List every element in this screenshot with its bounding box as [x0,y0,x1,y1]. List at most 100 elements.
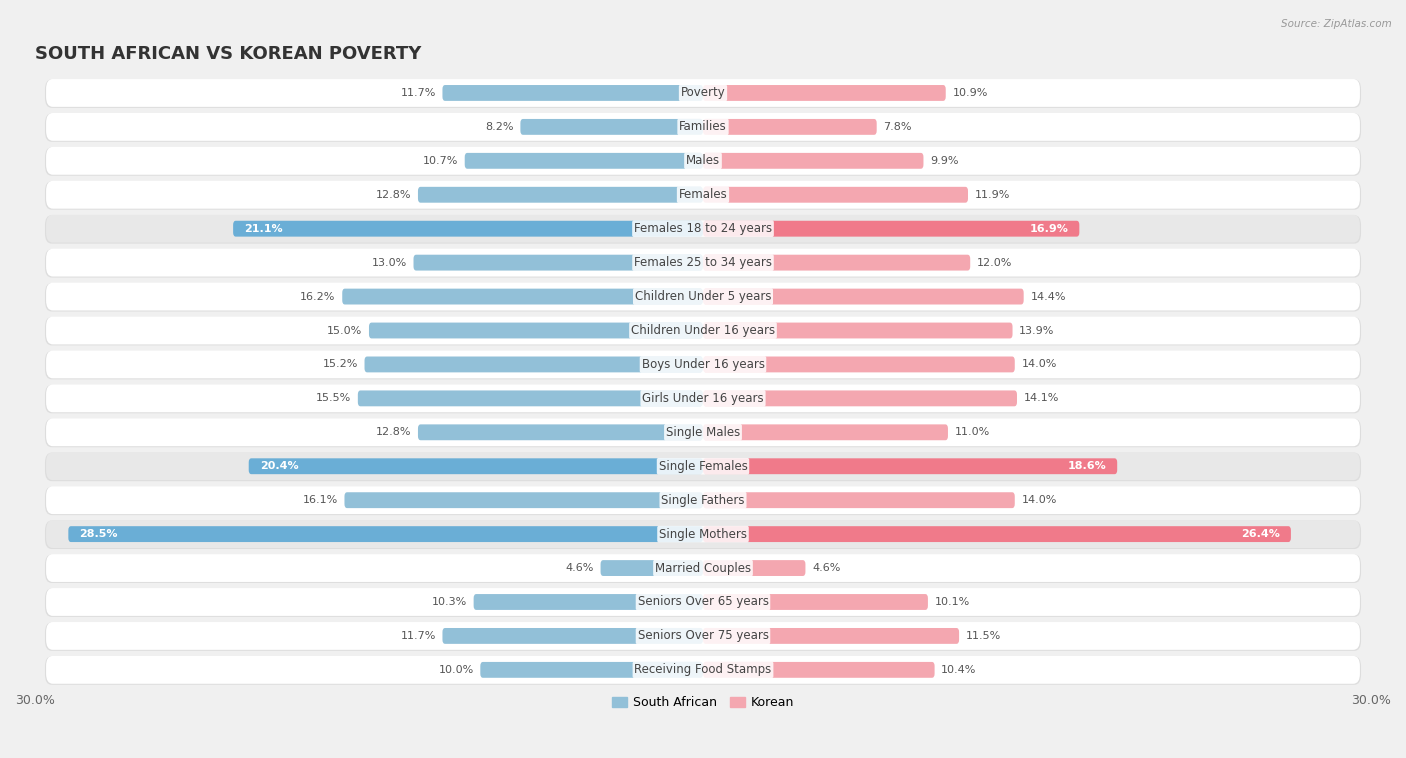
FancyBboxPatch shape [703,459,1118,475]
FancyBboxPatch shape [703,356,1015,372]
Text: 12.8%: 12.8% [375,428,412,437]
Text: 14.0%: 14.0% [1021,495,1057,505]
Text: 11.9%: 11.9% [974,190,1010,200]
Text: 15.2%: 15.2% [322,359,359,369]
FancyBboxPatch shape [45,487,1361,515]
FancyBboxPatch shape [520,119,703,135]
Text: Males: Males [686,155,720,168]
Text: Seniors Over 75 years: Seniors Over 75 years [637,629,769,643]
FancyBboxPatch shape [45,181,1361,210]
FancyBboxPatch shape [703,594,928,610]
FancyBboxPatch shape [481,662,703,678]
Text: Families: Families [679,121,727,133]
Text: SOUTH AFRICAN VS KOREAN POVERTY: SOUTH AFRICAN VS KOREAN POVERTY [35,45,422,64]
Text: 12.8%: 12.8% [375,190,412,200]
FancyBboxPatch shape [703,628,959,644]
Text: 10.4%: 10.4% [941,665,977,675]
FancyBboxPatch shape [45,249,1361,277]
FancyBboxPatch shape [46,453,1360,480]
Text: Females 25 to 34 years: Females 25 to 34 years [634,256,772,269]
FancyBboxPatch shape [46,79,1360,107]
FancyBboxPatch shape [46,215,1360,243]
FancyBboxPatch shape [45,283,1361,312]
FancyBboxPatch shape [703,221,1080,236]
FancyBboxPatch shape [359,390,703,406]
FancyBboxPatch shape [368,323,703,338]
Text: Children Under 5 years: Children Under 5 years [634,290,772,303]
FancyBboxPatch shape [45,147,1361,176]
Text: 10.7%: 10.7% [423,156,458,166]
Text: Single Fathers: Single Fathers [661,493,745,506]
Text: 16.2%: 16.2% [301,292,336,302]
Text: Children Under 16 years: Children Under 16 years [631,324,775,337]
Text: 15.5%: 15.5% [316,393,352,403]
Text: 15.0%: 15.0% [328,325,363,336]
Text: 26.4%: 26.4% [1241,529,1279,539]
Text: 10.1%: 10.1% [935,597,970,607]
FancyBboxPatch shape [46,147,1360,175]
FancyBboxPatch shape [342,289,703,305]
FancyBboxPatch shape [45,418,1361,447]
FancyBboxPatch shape [703,289,1024,305]
FancyBboxPatch shape [418,424,703,440]
FancyBboxPatch shape [46,487,1360,514]
FancyBboxPatch shape [45,385,1361,413]
Text: 10.9%: 10.9% [952,88,988,98]
FancyBboxPatch shape [443,85,703,101]
Text: 8.2%: 8.2% [485,122,513,132]
Text: 7.8%: 7.8% [883,122,912,132]
Text: Single Males: Single Males [666,426,740,439]
FancyBboxPatch shape [45,215,1361,243]
FancyBboxPatch shape [46,554,1360,582]
FancyBboxPatch shape [46,588,1360,616]
FancyBboxPatch shape [45,588,1361,617]
Text: 11.5%: 11.5% [966,631,1001,641]
Text: 16.9%: 16.9% [1029,224,1069,233]
FancyBboxPatch shape [46,384,1360,412]
FancyBboxPatch shape [703,153,924,169]
Text: Single Females: Single Females [658,460,748,473]
FancyBboxPatch shape [233,221,703,236]
Text: 10.3%: 10.3% [432,597,467,607]
FancyBboxPatch shape [474,594,703,610]
FancyBboxPatch shape [45,317,1361,346]
Text: 18.6%: 18.6% [1067,462,1107,471]
FancyBboxPatch shape [703,560,806,576]
FancyBboxPatch shape [364,356,703,372]
Text: 4.6%: 4.6% [813,563,841,573]
FancyBboxPatch shape [46,418,1360,446]
Text: 12.0%: 12.0% [977,258,1012,268]
FancyBboxPatch shape [46,249,1360,277]
FancyBboxPatch shape [45,453,1361,481]
Text: Females: Females [679,188,727,202]
FancyBboxPatch shape [45,656,1361,684]
FancyBboxPatch shape [45,351,1361,379]
Text: 13.9%: 13.9% [1019,325,1054,336]
Text: Source: ZipAtlas.com: Source: ZipAtlas.com [1281,19,1392,29]
Text: Poverty: Poverty [681,86,725,99]
Text: 13.0%: 13.0% [371,258,406,268]
FancyBboxPatch shape [46,350,1360,378]
Text: 11.7%: 11.7% [401,631,436,641]
Text: 14.0%: 14.0% [1021,359,1057,369]
Text: 9.9%: 9.9% [931,156,959,166]
Text: 4.6%: 4.6% [565,563,593,573]
FancyBboxPatch shape [703,255,970,271]
Text: 20.4%: 20.4% [260,462,298,471]
Text: Married Couples: Married Couples [655,562,751,575]
FancyBboxPatch shape [46,283,1360,311]
Text: 28.5%: 28.5% [80,529,118,539]
Text: 11.0%: 11.0% [955,428,990,437]
Text: 14.1%: 14.1% [1024,393,1059,403]
FancyBboxPatch shape [46,317,1360,344]
FancyBboxPatch shape [344,492,703,508]
FancyBboxPatch shape [465,153,703,169]
FancyBboxPatch shape [413,255,703,271]
Text: 14.4%: 14.4% [1031,292,1066,302]
Text: Single Mothers: Single Mothers [659,528,747,540]
FancyBboxPatch shape [703,323,1012,338]
Legend: South African, Korean: South African, Korean [607,691,799,714]
Text: 16.1%: 16.1% [302,495,337,505]
FancyBboxPatch shape [418,186,703,202]
Text: Receiving Food Stamps: Receiving Food Stamps [634,663,772,676]
